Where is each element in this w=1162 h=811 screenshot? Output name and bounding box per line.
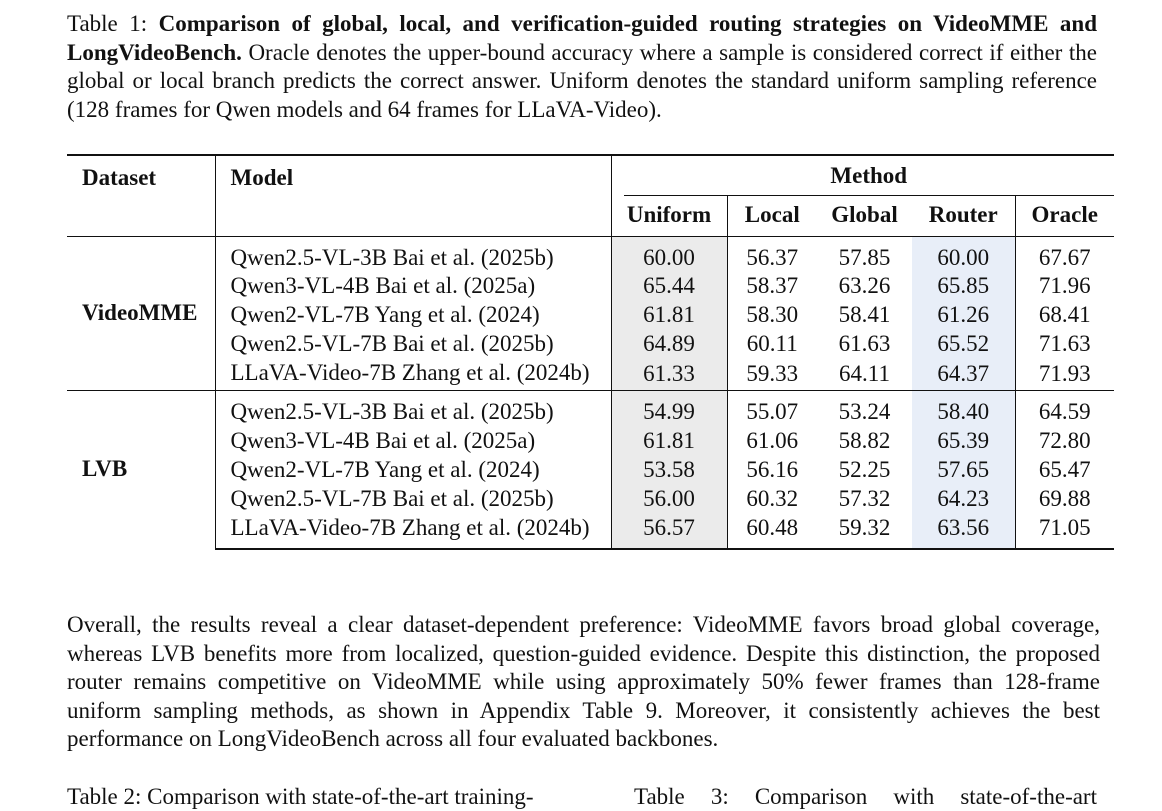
local-cell: 60.11 [726, 330, 817, 360]
global-cell: 58.41 [838, 302, 891, 328]
header-method: Method [623, 162, 1114, 196]
header-oracle: Oracle [1014, 196, 1114, 236]
global-cell: 58.82 [838, 427, 891, 453]
body-paragraph: Overall, the results reveal a clear data… [67, 612, 1100, 752]
local-cell: 56.37 [726, 235, 817, 273]
global-cell: 52.25 [838, 456, 891, 482]
oracle-cell: 71.93 [1014, 359, 1114, 391]
model-cell: Qwen2-VL-7B Yang et al. (2024) [214, 301, 611, 331]
local-cell: 56.16 [726, 455, 817, 485]
uniform-cell: 56.00 [610, 484, 727, 514]
model-cell: Qwen3-VL-4B Bai et al. (2025a) [214, 272, 611, 302]
local-cell: 60.32 [726, 484, 817, 514]
group-lvb: LVB [67, 390, 215, 549]
local-cell: 55.07 [726, 390, 817, 427]
oracle-cell: 64.59 [1014, 390, 1114, 427]
header-model: Model [214, 154, 611, 236]
oracle-cell: 71.96 [1014, 272, 1114, 302]
uniform-cell: 53.58 [610, 455, 727, 485]
uniform-cell: 61.81 [610, 426, 727, 456]
model-cell: Qwen2.5-VL-3B Bai et al. (2025b) [214, 235, 611, 273]
uniform-cell: 56.57 [610, 513, 727, 550]
global-cell: 53.24 [817, 390, 912, 427]
oracle-cell: 65.47 [1014, 455, 1114, 485]
caption-bold-title: Comparison of global, local, and verific… [67, 11, 1097, 65]
caption-label: Table 1: [67, 11, 148, 36]
caption-text: Oracle denotes the upper-bound accuracy … [67, 39, 1097, 122]
table-row: Qwen3-VL-4B Bai et al. (2025a) 61.81 61.… [67, 426, 1114, 456]
table-row: LVB Qwen2.5-VL-3B Bai et al. (2025b) 54.… [67, 390, 1114, 549]
uniform-cell: 54.99 [610, 390, 727, 427]
oracle-cell: 67.67 [1014, 235, 1114, 273]
global-cell: 57.85 [817, 235, 912, 273]
model-cell: Qwen2.5-VL-7B Bai et al. (2025b) [214, 484, 611, 514]
router-cell: 64.23 [912, 484, 1015, 514]
router-cell: 60.00 [912, 235, 1015, 273]
header-dataset: Dataset [67, 154, 215, 236]
header-global: Global [831, 202, 898, 228]
table-row: VideoMME Qwen2.5-VL-3B Bai et al. (2025b… [67, 235, 1114, 391]
table-row: LLaVA-Video-7B Zhang et al. (2024b) 61.3… [67, 359, 1114, 391]
local-cell: 60.48 [726, 513, 817, 550]
header-local: Local [726, 196, 817, 236]
global-cell: 64.11 [839, 361, 890, 387]
table-row: Qwen2.5-VL-7B Bai et al. (2025b) 64.89 6… [67, 330, 1114, 360]
table-row: Qwen2.5-VL-7B Bai et al. (2025b) 56.00 6… [67, 484, 1114, 514]
results-table: Dataset Model Method Uniform Local Globa… [67, 154, 1114, 550]
table-row: LLaVA-Video-7B Zhang et al. (2024b) 56.5… [67, 513, 1114, 550]
router-cell: 57.65 [912, 455, 1015, 485]
uniform-cell: 61.33 [610, 359, 727, 391]
router-cell: 63.56 [912, 513, 1015, 550]
table3-caption-start: Table 3: Comparison with state-of-the-ar… [634, 784, 1097, 809]
model-cell: Qwen2.5-VL-7B Bai et al. (2025b) [214, 330, 611, 360]
oracle-cell: 69.88 [1014, 484, 1114, 514]
router-cell: 58.40 [912, 390, 1015, 427]
table-row: Qwen2-VL-7B Yang et al. (2024) 61.81 58.… [67, 301, 1114, 331]
model-cell: LLaVA-Video-7B Zhang et al. (2024b) [214, 513, 611, 550]
uniform-cell: 64.89 [610, 330, 727, 360]
model-cell: LLaVA-Video-7B Zhang et al. (2024b) [214, 359, 611, 391]
model-cell: Qwen2.5-VL-3B Bai et al. (2025b) [214, 390, 611, 427]
header-uniform: Uniform [610, 196, 727, 236]
router-cell: 65.52 [912, 330, 1015, 360]
global-cell: 59.32 [817, 513, 912, 550]
local-cell: 58.30 [726, 301, 817, 331]
router-cell: 65.85 [912, 272, 1015, 302]
table-row: Qwen2-VL-7B Yang et al. (2024) 53.58 56.… [67, 455, 1114, 485]
header-router: Router [928, 202, 998, 228]
oracle-cell: 71.63 [1014, 330, 1114, 360]
router-cell: 65.39 [912, 426, 1015, 456]
group-videomme: VideoMME [67, 235, 215, 391]
model-cell: Qwen2-VL-7B Yang et al. (2024) [214, 455, 611, 485]
uniform-cell: 60.00 [610, 235, 727, 273]
table-caption: Table 1: Comparison of global, local, an… [67, 10, 1097, 124]
uniform-cell: 61.81 [610, 301, 727, 331]
oracle-cell: 68.41 [1014, 301, 1114, 331]
local-cell: 59.33 [726, 359, 817, 391]
table-row: Qwen3-VL-4B Bai et al. (2025a) 65.44 58.… [67, 272, 1114, 302]
global-cell: 57.32 [838, 485, 891, 511]
table2-caption-start: Table 2: Comparison with state-of-the-ar… [67, 784, 534, 809]
router-cell: 61.26 [912, 301, 1015, 331]
oracle-cell: 72.80 [1014, 426, 1114, 456]
global-cell: 63.26 [838, 273, 891, 299]
oracle-cell: 71.05 [1014, 513, 1114, 550]
uniform-cell: 65.44 [610, 272, 727, 302]
local-cell: 61.06 [726, 426, 817, 456]
model-cell: Qwen3-VL-4B Bai et al. (2025a) [214, 426, 611, 456]
local-cell: 58.37 [726, 272, 817, 302]
router-cell: 64.37 [912, 359, 1015, 391]
global-cell: 61.63 [838, 331, 891, 357]
